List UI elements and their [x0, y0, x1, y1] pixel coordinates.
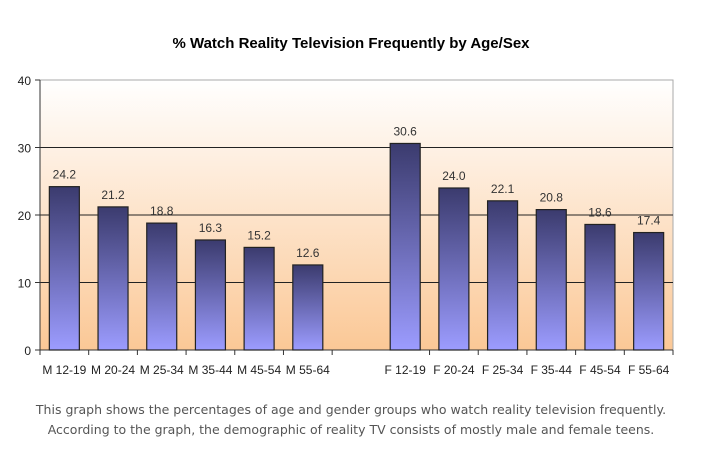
caption: This graph shows the percentages of age …	[0, 400, 702, 440]
bar	[97, 206, 129, 351]
x-tick-label: M 20-24	[91, 363, 135, 377]
data-label: 12.6	[296, 246, 320, 260]
x-tick-label: F 20-24	[433, 363, 475, 377]
data-label: 24.2	[53, 168, 77, 182]
x-tick-label: F 55-64	[628, 363, 670, 377]
y-tick-label: 0	[24, 344, 31, 358]
y-tick-label: 30	[18, 142, 32, 156]
bar	[48, 186, 80, 351]
chart-title: % Watch Reality Television Frequently by…	[172, 35, 530, 52]
x-tick-label: F 12-19	[385, 363, 427, 377]
bar	[243, 246, 275, 351]
data-label: 15.2	[247, 228, 271, 242]
x-tick-label: F 45-54	[579, 363, 621, 377]
x-tick-label: F 25-34	[482, 363, 524, 377]
data-label: 21.2	[101, 188, 125, 202]
x-tick-label: M 25-34	[140, 363, 184, 377]
bar	[438, 187, 470, 351]
data-label: 24.0	[442, 169, 466, 183]
caption-line-2: According to the graph, the demographic …	[47, 422, 655, 437]
x-tick-label: F 35-44	[531, 363, 573, 377]
bar	[633, 231, 665, 351]
x-tick-label: M 55-64	[286, 363, 330, 377]
y-tick-label: 40	[18, 74, 32, 88]
y-tick-label: 20	[18, 209, 32, 223]
bar	[292, 264, 324, 351]
bar	[486, 200, 519, 351]
bar	[146, 222, 178, 351]
bar	[194, 239, 227, 351]
bar	[535, 209, 567, 351]
x-tick-label: M 12-19	[42, 363, 86, 377]
data-label: 18.6	[588, 205, 612, 219]
data-label: 17.4	[637, 214, 661, 228]
x-tick-label: M 35-44	[188, 363, 232, 377]
caption-line-1: This graph shows the percentages of age …	[35, 402, 667, 417]
bar-chart: % Watch Reality Television Frequently by…	[18, 35, 674, 377]
data-label: 20.8	[540, 191, 564, 205]
x-tick-label: M 45-54	[237, 363, 281, 377]
data-label: 30.6	[394, 124, 418, 138]
data-label: 18.8	[150, 204, 174, 218]
bar	[584, 223, 616, 351]
bar	[389, 142, 421, 351]
y-tick-label: 10	[18, 277, 32, 291]
data-label: 16.3	[199, 221, 223, 235]
data-label: 22.1	[491, 182, 515, 196]
